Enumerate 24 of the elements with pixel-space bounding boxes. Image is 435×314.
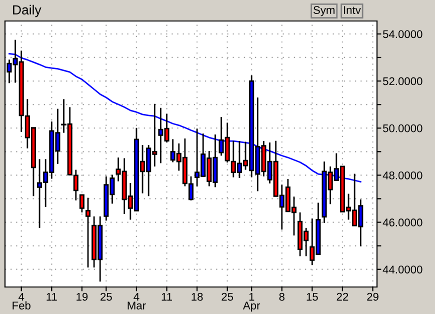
x-tick-label: 8 (279, 292, 284, 301)
chart-title: Daily (13, 4, 42, 18)
y-tick-label: 44.0000 (382, 266, 422, 274)
x-tick-label: 15 (306, 292, 318, 301)
text: Intv (344, 6, 361, 14)
x-tick-label: 11 (162, 292, 172, 301)
x-tick-label: 18 (192, 292, 203, 301)
y-tick-label: 54.0000 (383, 30, 422, 38)
candlestick (85, 197, 91, 268)
y-tick-label: 50.0000 (383, 124, 422, 132)
x-tick-label: 19 (76, 292, 88, 301)
x-tick-label: 25 (100, 292, 112, 301)
x-tick-label: 22 (336, 292, 348, 301)
text: Sym (314, 6, 334, 16)
y-tick-label: 46.0000 (382, 218, 422, 226)
x-tick-label: 4 Mar (128, 292, 146, 310)
y-tick-label: 52.0000 (383, 77, 422, 86)
x-tick-label: 4 Feb (12, 292, 30, 310)
x-tick-label: 11 (46, 292, 57, 301)
y-tick-label: 48.0000 (382, 171, 422, 180)
x-tick-label: 1 Apr (242, 292, 260, 312)
x-tick-label: 29 (367, 292, 378, 301)
candlestick (79, 194, 84, 214)
x-tick-label: 25 (222, 292, 234, 301)
